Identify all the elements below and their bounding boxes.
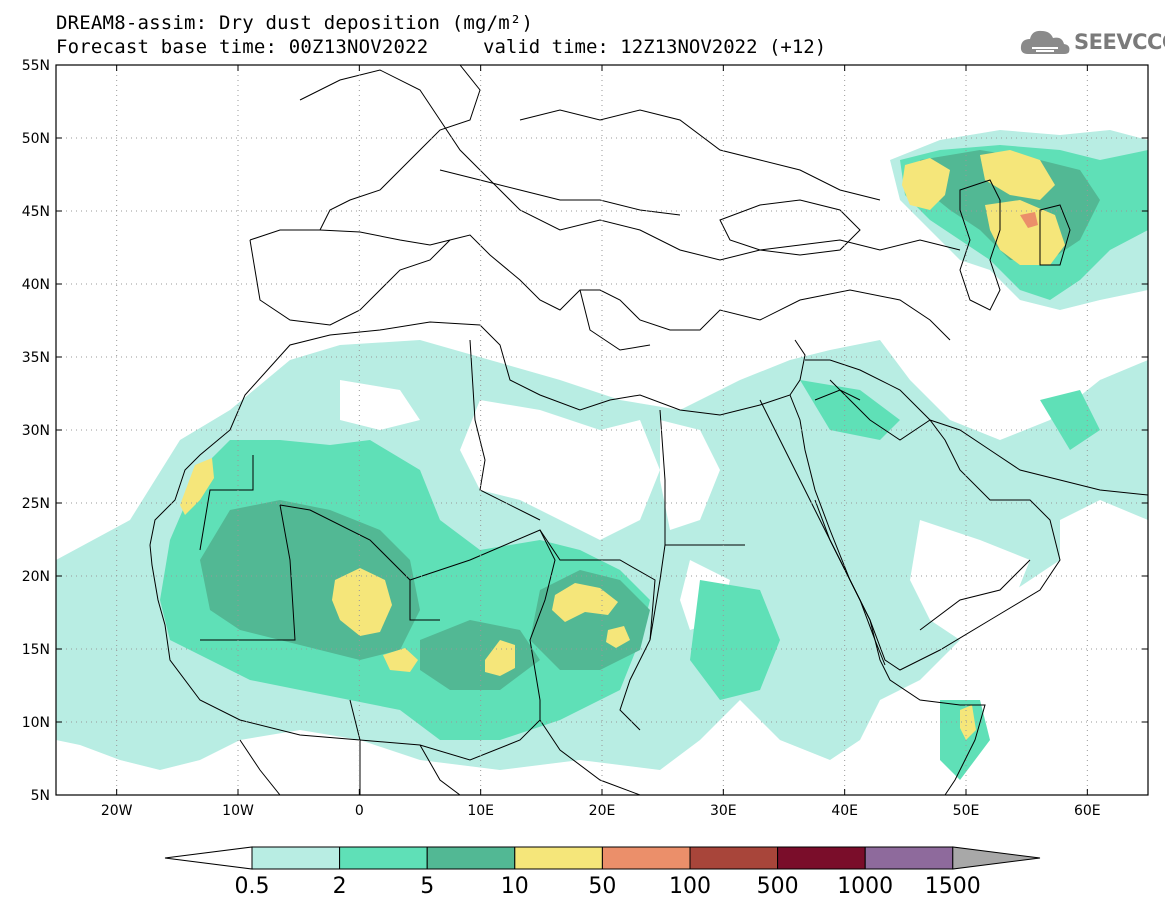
lat-tick-label: 25N <box>22 496 50 512</box>
lon-tick-label: 20W <box>101 803 133 819</box>
lat-tick-label: 50N <box>22 131 50 147</box>
dust-field-gaps <box>340 380 1030 640</box>
colorbar-label: 10 <box>501 874 529 899</box>
lon-tick-label: 20E <box>589 803 616 819</box>
dust-field-level-10 <box>180 150 1065 740</box>
dust-field-level-50 <box>1020 212 1038 228</box>
colorbar-label: 1500 <box>925 874 981 899</box>
logo-text: SEEVCCC <box>1074 30 1165 54</box>
map-title: DREAM8-assim: Dry dust deposition (mg/m²… <box>56 12 534 34</box>
valid-time: valid time: 12Z13NOV2022 (+12) <box>483 36 827 58</box>
coastlines-borders <box>149 65 1148 795</box>
lat-tick-label: 45N <box>22 204 50 220</box>
lat-tick-label: 40N <box>22 277 50 293</box>
lat-tick-label: 10N <box>22 715 50 731</box>
colorbar-segment <box>777 846 866 870</box>
lat-tick-label: 20N <box>22 569 50 585</box>
colorbar-segment <box>514 846 603 870</box>
lat-tick-label: 55N <box>22 58 50 74</box>
latitude-axis: 55N 50N 45N 40N 35N 30N 25N 20N 15N 10N 5N <box>22 58 1148 804</box>
colorbar-segment <box>864 846 954 870</box>
colorbar-segment <box>601 846 691 870</box>
graticule <box>56 65 1148 795</box>
lat-tick-label: 5N <box>31 788 50 804</box>
colorbar-label: 1000 <box>837 874 893 899</box>
colorbar-left-extension <box>164 846 253 870</box>
colorbar-right-extension <box>952 846 1041 870</box>
colorbar-segment <box>426 846 516 870</box>
cloud-logo-icon <box>1020 30 1070 54</box>
colorbar-segment <box>339 846 428 870</box>
lon-tick-label: 50E <box>953 803 980 819</box>
colorbar-label: 0.5 <box>235 874 270 899</box>
colorbar-label: 2 <box>333 874 347 899</box>
lat-tick-label: 30N <box>22 423 50 439</box>
colorbar-label: 500 <box>757 874 799 899</box>
lon-tick-label: 60E <box>1074 803 1101 819</box>
colorbar-label: 50 <box>588 874 616 899</box>
colorbar-label: 100 <box>669 874 711 899</box>
colorbar-label: 5 <box>420 874 434 899</box>
lon-tick-label: 30E <box>710 803 737 819</box>
colorbar-segment <box>689 846 779 870</box>
lon-tick-label: 10W <box>222 803 254 819</box>
lon-tick-label: 10E <box>467 803 494 819</box>
lon-tick-label: 0 <box>355 803 364 819</box>
lat-tick-label: 15N <box>22 642 50 658</box>
lon-tick-label: 40E <box>831 803 858 819</box>
seevccc-logo: SEEVCCC <box>1018 26 1165 60</box>
colorbar-segment <box>251 846 341 870</box>
longitude-axis: 20W 10W 0 10E 20E 30E 40E 50E 60E <box>101 65 1101 819</box>
lat-tick-label: 35N <box>22 350 50 366</box>
forecast-base-time: Forecast base time: 00Z13NOV2022 <box>56 36 429 58</box>
